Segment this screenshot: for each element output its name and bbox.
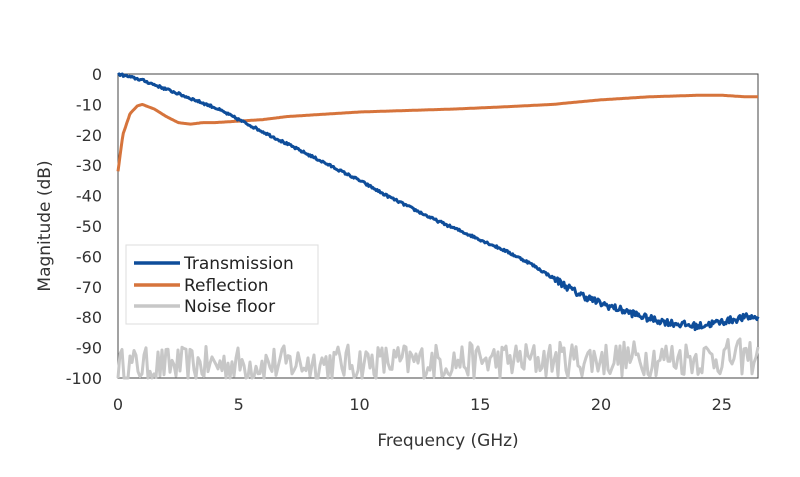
y-tick-label: -60: [76, 247, 102, 266]
y-tick-label: -100: [66, 369, 102, 388]
y-tick-label: -20: [76, 126, 102, 145]
y-tick-label: -70: [76, 278, 102, 297]
y-axis-title: Magnitude (dB): [35, 160, 55, 291]
y-tick-label: -10: [76, 95, 102, 114]
plot-frame: [117, 73, 759, 379]
y-tick-label: -80: [76, 308, 102, 327]
series-line-transmission: [117, 72, 760, 332]
y-axis-ticks: 0 -10 -20 -30 -40 -50 -60 -70 -80 -90 -100: [66, 65, 102, 388]
series-line-noise-floor: [116, 337, 760, 380]
x-tick-label: 20: [591, 395, 611, 414]
y-tick-label: -50: [76, 217, 102, 236]
series-line-reflection: [116, 93, 759, 172]
x-tick-label: 0: [113, 395, 123, 414]
x-tick-label: 10: [349, 395, 369, 414]
legend: Transmission Reflection Noise floor: [125, 244, 319, 325]
x-axis-title: Frequency (GHz): [377, 431, 518, 451]
x-axis-ticks: 0 5 10 15 20 25: [113, 395, 732, 414]
y-tick-label: -30: [76, 156, 102, 175]
x-tick-label: 25: [712, 395, 732, 414]
legend-label-noise-floor: Noise floor: [184, 297, 275, 317]
y-tick-label: 0: [92, 65, 102, 84]
x-tick-label: 15: [470, 395, 490, 414]
y-tick-label: -40: [76, 187, 102, 206]
legend-label-transmission: Transmission: [183, 254, 294, 274]
plot-area: [116, 72, 760, 380]
y-tick-label: -90: [76, 339, 102, 358]
legend-label-reflection: Reflection: [184, 276, 269, 296]
x-tick-label: 5: [234, 395, 244, 414]
series-layer: [116, 72, 760, 380]
